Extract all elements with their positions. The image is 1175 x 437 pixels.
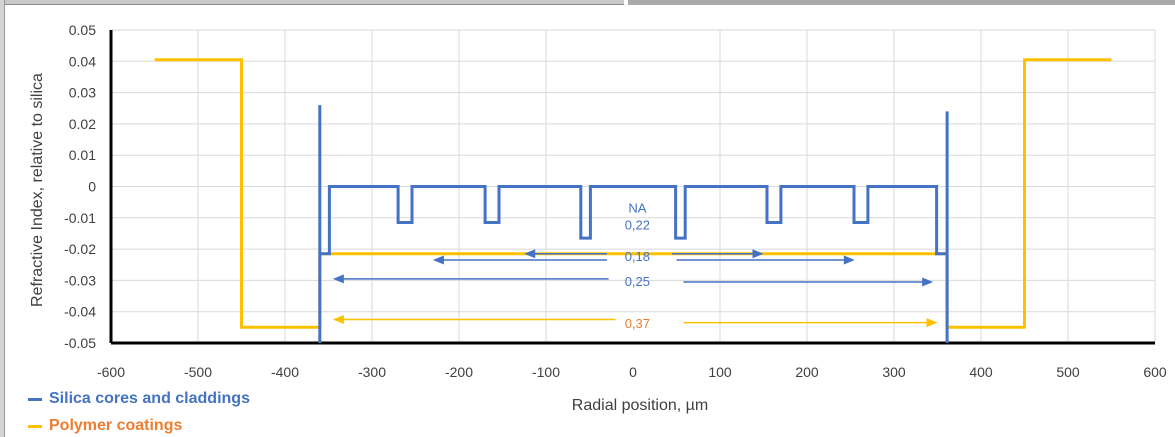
arrow-head <box>843 255 855 265</box>
x-tick-label: 100 <box>708 364 732 380</box>
y-tick-label: 0.05 <box>69 22 96 38</box>
x-tick-label: -100 <box>532 364 560 380</box>
legend-swatch-silica <box>28 397 42 401</box>
y-tick-labels: 0.05 0.04 0.03 0.02 0.01 0 -0.01 -0.02 -0.03 -0.0… <box>64 22 96 351</box>
y-tick-label: 0.02 <box>69 116 96 132</box>
window-chrome-border <box>0 0 5 437</box>
y-tick-label: 0.03 <box>69 85 96 101</box>
y-tick-label: 0.04 <box>69 53 96 69</box>
numerical-aperture-labels: NA 0,22 0,18 0,25 0,37 <box>625 200 650 331</box>
legend-item-polymer: Polymer coatings <box>28 417 182 435</box>
numerical-aperture-arrows <box>332 249 938 328</box>
arrow-head <box>926 318 938 328</box>
x-tick-label: 500 <box>1056 364 1080 380</box>
y-tick-label: -0.01 <box>64 210 96 226</box>
x-tick-label: 300 <box>882 364 906 380</box>
x-tick-label: 400 <box>969 364 993 380</box>
y-tick-label: -0.05 <box>64 335 96 351</box>
legend-swatch-polymer <box>28 424 42 428</box>
x-tick-label: 600 <box>1143 364 1167 380</box>
na-label: 0,18 <box>625 249 650 264</box>
na-label: 0,22 <box>625 218 650 233</box>
arrow-head <box>432 255 444 265</box>
y-tick-label: 0.01 <box>69 147 96 163</box>
legend-label-polymer: Polymer coatings <box>49 417 183 434</box>
na-label: NA <box>628 200 646 215</box>
x-tick-label: -300 <box>358 364 386 380</box>
data-series <box>154 58 1112 343</box>
legend-label-silica: Silica cores and claddings <box>49 390 250 407</box>
y-tick-label: -0.04 <box>64 304 96 320</box>
arrow-head <box>332 274 344 284</box>
x-tick-label: 0 <box>629 364 637 380</box>
series-line-polymer <box>154 58 1112 329</box>
axes <box>109 30 1155 345</box>
na-label: 0,25 <box>625 274 650 289</box>
window-chrome-right <box>628 0 1175 5</box>
arrow-head <box>524 249 536 259</box>
x-tick-label: -200 <box>445 364 473 380</box>
x-tick-label: -600 <box>97 364 125 380</box>
x-axis-title: Radial position, µm <box>572 397 708 414</box>
arrow-head <box>752 249 764 259</box>
y-tick-label: 0 <box>88 179 96 195</box>
y-axis-title: Refractive Index, relative to silica <box>29 73 46 307</box>
arrow-head <box>332 315 344 325</box>
arrow-head <box>922 277 934 287</box>
x-tick-label: -400 <box>271 364 299 380</box>
x-tick-label: 200 <box>795 364 819 380</box>
na-label: 0,37 <box>625 316 650 331</box>
legend-item-silica: Silica cores and claddings <box>28 390 250 408</box>
y-tick-label: -0.03 <box>64 272 96 288</box>
window-chrome-left <box>0 0 624 5</box>
x-tick-labels: -600 -500 -400 -300 -200 -100 0 100 200 300 400 500… <box>97 364 1167 380</box>
series-line-silica <box>318 105 949 343</box>
x-tick-label: -500 <box>184 364 212 380</box>
y-tick-label: -0.02 <box>64 241 96 257</box>
